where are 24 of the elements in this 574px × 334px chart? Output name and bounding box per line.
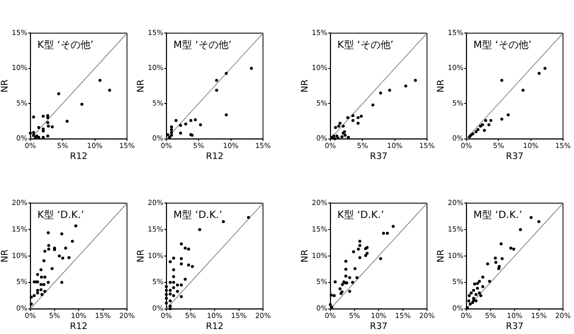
text: M型 ‘その他’ (473, 38, 532, 51)
text: K型 ‘D.K.’ (337, 208, 384, 221)
y-axis-title: NR (136, 250, 147, 262)
x-axis-title: R37 (506, 152, 524, 162)
y-axis-title: NR (300, 250, 311, 262)
x-axis-title: R37 (370, 322, 388, 332)
x-axis-title: R12 (206, 322, 224, 332)
x-axis-title: R37 (506, 322, 524, 332)
y-axis-title: NR (136, 80, 147, 92)
text: M型 ‘D.K.’ (473, 208, 522, 221)
x-axis-title: R12 (70, 152, 88, 162)
text: K型 ‘その他’ (337, 38, 394, 51)
y-axis-title: NR (0, 250, 11, 262)
y-axis-title: NR (436, 80, 447, 92)
text: K型 ‘D.K.’ (37, 208, 84, 221)
y-axis-title: NR (0, 80, 11, 92)
y-axis-title: NR (436, 250, 447, 262)
x-axis-title: R37 (370, 152, 388, 162)
x-axis-title: R12 (206, 152, 224, 162)
x-axis-title: R12 (70, 322, 88, 332)
text: K型 ‘その他’ (37, 38, 94, 51)
text: M型 ‘D.K.’ (173, 208, 222, 221)
text: M型 ‘その他’ (173, 38, 232, 51)
y-axis-title: NR (300, 80, 311, 92)
